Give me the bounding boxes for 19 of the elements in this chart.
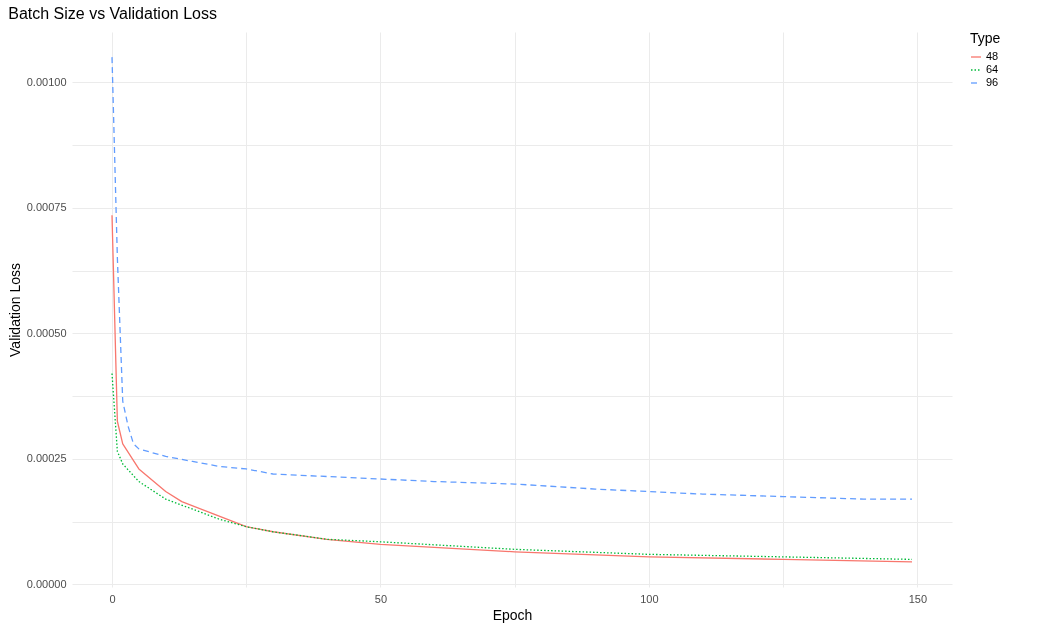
y-tick-label: 0.00100 bbox=[26, 75, 67, 88]
x-tick-label: 150 bbox=[908, 592, 928, 605]
chart-title: Batch Size vs Validation Loss bbox=[8, 5, 217, 22]
legend-label: 64 bbox=[986, 63, 999, 75]
x-tick-label: 50 bbox=[374, 592, 388, 605]
legend-label: 48 bbox=[986, 50, 999, 62]
line-series bbox=[111, 372, 913, 561]
x-tick-label: 100 bbox=[640, 592, 659, 605]
x-axis-title: Epoch bbox=[492, 606, 533, 623]
y-tick-label: 0.00000 bbox=[26, 577, 67, 590]
y-tick-label: 0.00025 bbox=[26, 452, 67, 465]
legend-label: 96 bbox=[986, 76, 999, 88]
line-series bbox=[111, 56, 913, 500]
y-tick-label: 0.00075 bbox=[26, 201, 67, 214]
x-tick-label: 0 bbox=[109, 592, 116, 605]
legend-title: Type bbox=[970, 30, 1001, 46]
line-series bbox=[111, 214, 913, 563]
y-axis-title: Validation Loss bbox=[6, 263, 23, 357]
y-tick-label: 0.00050 bbox=[26, 326, 67, 339]
